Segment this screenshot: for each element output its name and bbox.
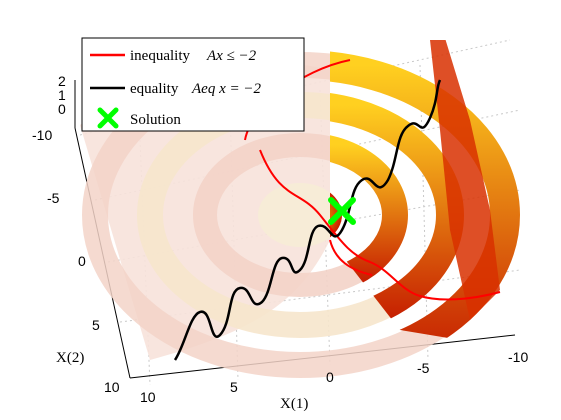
x-tick-label: -10	[508, 349, 528, 365]
x-tick-label: 0	[326, 369, 334, 385]
y-tick-label: 10	[104, 379, 120, 395]
z-axis-ticks: 2 1 0	[58, 73, 66, 117]
y-tick-label: 5	[92, 317, 100, 333]
y-axis-ticks: -10 -5 0 5 10	[32, 127, 120, 395]
z-tick-label: 1	[58, 87, 66, 103]
x-tick-label: -5	[417, 360, 430, 376]
equality-line	[173, 79, 442, 361]
legend-label-inequality: inequality	[130, 48, 190, 64]
y-axis-label: X(2)	[56, 350, 84, 366]
x-axis-ticks: 10 5 0 -5 -10	[140, 349, 528, 405]
z-tick-label: 0	[58, 101, 66, 117]
legend-label-solution: Solution	[130, 112, 181, 128]
legend-swatch-solution	[97, 107, 119, 129]
legend: inequality Ax ≤ −2 equality Aeq x = −2 S…	[81, 37, 305, 132]
legend-label-equality: equality	[130, 81, 179, 97]
legend-box	[81, 37, 305, 132]
legend-math-equality: Aeq x = −2	[191, 81, 261, 97]
x-tick-label: 5	[230, 379, 238, 395]
y-tick-label: -5	[47, 190, 60, 206]
solution-marker	[328, 197, 356, 225]
z-tick-label: 2	[58, 73, 66, 89]
y-tick-label: -10	[32, 127, 52, 143]
legend-math-inequality: Ax ≤ −2	[206, 48, 257, 64]
y-tick-label: 0	[78, 253, 86, 269]
x-axis-label: X(1)	[280, 396, 308, 412]
feasible-surface	[330, 40, 520, 350]
x-tick-label: 10	[140, 389, 156, 405]
